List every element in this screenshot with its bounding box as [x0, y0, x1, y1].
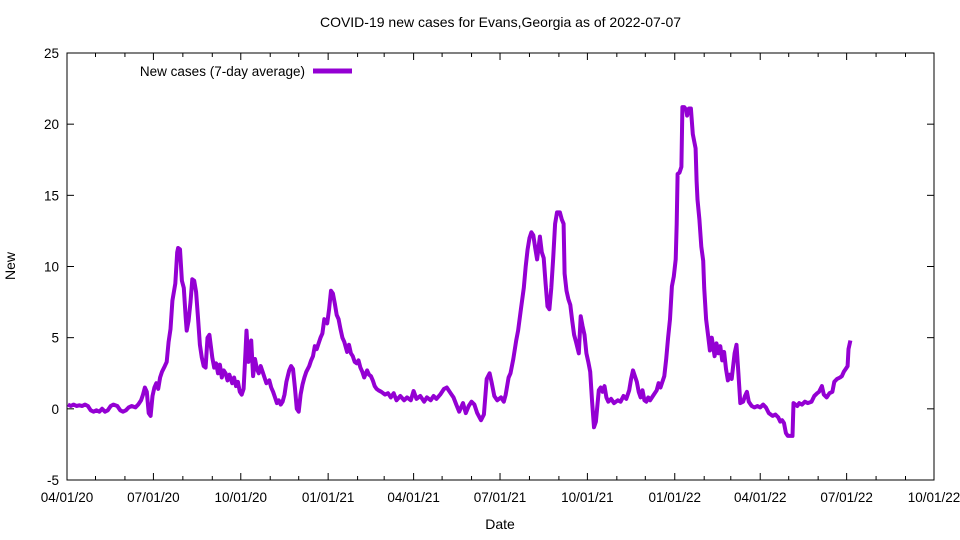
plot-area: 04/01/20 07/01/20 10/01/20 01/01/21 04/01/21…	[41, 46, 960, 505]
x-tick-label: 07/01/20	[127, 490, 180, 505]
legend-label: New cases (7-day average)	[140, 64, 305, 79]
x-tick-label: 10/01/20	[214, 490, 267, 505]
new-cases-line	[67, 105, 853, 438]
plot-border	[66, 52, 935, 481]
chart-title: COVID-19 new cases for Evans,Georgia as …	[319, 14, 682, 30]
x-tick-label: 04/01/22	[734, 490, 787, 505]
y-tick-label: 15	[44, 188, 59, 203]
y-tick-label: 25	[44, 46, 59, 61]
x-tick-label: 04/01/20	[41, 490, 94, 505]
x-axis-label: Date	[485, 516, 515, 532]
x-tick-label: 07/01/22	[820, 490, 873, 505]
x-tick-label: 01/01/21	[302, 490, 355, 505]
x-tick-label: 01/01/22	[648, 490, 701, 505]
x-tick-label: 10/01/22	[908, 490, 960, 505]
x-tick-label: 04/01/21	[387, 490, 440, 505]
y-tick-label: 10	[44, 260, 59, 275]
y-axis-label: New	[2, 251, 18, 280]
y-tick-label: 20	[44, 117, 59, 132]
y-tick-label: -5	[47, 473, 59, 488]
x-tick-label: 07/01/21	[474, 490, 527, 505]
y-tick-label: 0	[51, 402, 59, 417]
y-tick-label: 5	[51, 331, 59, 346]
x-tick-label: 10/01/21	[561, 490, 614, 505]
